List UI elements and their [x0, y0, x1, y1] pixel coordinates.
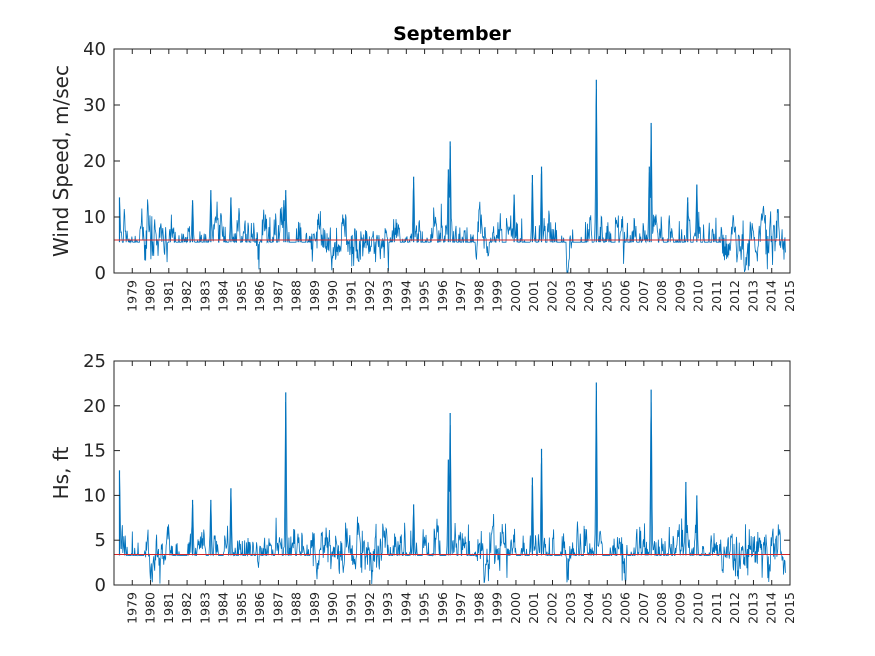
- x-tick-label: 1989: [307, 592, 322, 624]
- x-tick-label: 1983: [197, 280, 212, 312]
- x-tick-label: 2006: [618, 280, 633, 312]
- y-tick-label: 5: [95, 530, 106, 551]
- x-tick-label: 1983: [197, 592, 212, 624]
- x-tick-label: 2002: [544, 592, 559, 624]
- y-tick-label: 15: [83, 441, 106, 462]
- x-tick-label: 1984: [216, 280, 231, 312]
- x-tick-label: 1997: [453, 592, 468, 624]
- x-tick-label: 1994: [398, 592, 413, 624]
- y-tick-label: 0: [95, 263, 106, 284]
- x-tick-label: 2013: [745, 592, 760, 624]
- wave-height-y-axis-label: Hs, ft: [49, 446, 73, 499]
- chart-title: September: [393, 23, 511, 45]
- x-tick-label: 1980: [143, 592, 158, 624]
- x-tick-label: 1991: [344, 280, 359, 312]
- x-tick-label: 2003: [563, 280, 578, 312]
- x-tick-label: 2012: [727, 592, 742, 624]
- x-tick-label: 1996: [435, 592, 450, 624]
- x-tick-label: 2000: [508, 280, 523, 312]
- wave-height-y-ticks: 0 5 10 15 20 25: [83, 351, 790, 596]
- x-tick-label: 2014: [764, 592, 779, 624]
- x-tick-label: 1994: [398, 280, 413, 312]
- x-tick-label: 1987: [270, 592, 285, 624]
- x-tick-label: 2013: [745, 280, 760, 312]
- x-tick-label: 1990: [325, 592, 340, 624]
- y-tick-label: 40: [83, 39, 106, 60]
- y-tick-label: 20: [83, 151, 106, 172]
- x-tick-label: 1985: [234, 280, 249, 312]
- x-tick-label: 2010: [691, 592, 706, 624]
- x-tick-label: 1996: [435, 280, 450, 312]
- x-tick-label: 1999: [490, 280, 505, 312]
- x-tick-label: 1995: [417, 592, 432, 624]
- x-tick-label: 2004: [581, 280, 596, 312]
- x-tick-label: 1993: [380, 592, 395, 624]
- x-tick-label: 1981: [161, 280, 176, 312]
- x-tick-label: 1984: [216, 592, 231, 624]
- x-tick-label: 1981: [161, 592, 176, 624]
- x-tick-label: 2015: [782, 280, 797, 312]
- x-tick-label: 2010: [691, 280, 706, 312]
- x-tick-label: 1997: [453, 280, 468, 312]
- wave-height-x-ticks: 1979 1980 1981 1982 1983 1984 1985 1986 1987 1988…: [124, 361, 797, 624]
- wave-height-plot-area: [114, 382, 790, 585]
- x-tick-label: 1992: [362, 280, 377, 312]
- x-tick-label: 1982: [179, 280, 194, 312]
- x-tick-label: 1989: [307, 280, 322, 312]
- x-tick-label: 2015: [782, 592, 797, 624]
- x-tick-label: 2007: [636, 280, 651, 312]
- x-tick-label: 2006: [618, 592, 633, 624]
- x-tick-label: 1985: [234, 592, 249, 624]
- x-tick-label: 1979: [124, 592, 139, 624]
- x-tick-label: 1992: [362, 592, 377, 624]
- x-tick-label: 2009: [672, 280, 687, 312]
- x-tick-label: 1993: [380, 280, 395, 312]
- x-tick-label: 1982: [179, 592, 194, 624]
- x-tick-label: 2003: [563, 592, 578, 624]
- wind-speed-axes: September 0 10 20 30 40 1979 1980 1981 1982 1983…: [49, 23, 797, 312]
- x-tick-label: 2000: [508, 592, 523, 624]
- x-tick-label: 2004: [581, 592, 596, 624]
- x-tick-label: 1988: [289, 592, 304, 624]
- x-tick-label: 2009: [672, 592, 687, 624]
- x-tick-label: 2008: [654, 592, 669, 624]
- x-tick-label: 2005: [599, 280, 614, 312]
- x-tick-label: 2002: [544, 280, 559, 312]
- wind-speed-y-axis-label: Wind Speed, m/sec: [49, 65, 73, 257]
- y-tick-label: 30: [83, 95, 106, 116]
- x-tick-label: 1980: [143, 280, 158, 312]
- x-tick-label: 1986: [252, 592, 267, 624]
- x-tick-label: 1979: [124, 280, 139, 312]
- y-tick-label: 20: [83, 396, 106, 417]
- wave-height-axes-box: [113, 360, 791, 586]
- x-tick-label: 2011: [709, 280, 724, 312]
- x-tick-label: 2008: [654, 280, 669, 312]
- x-tick-label: 1986: [252, 280, 267, 312]
- x-tick-label: 1987: [270, 280, 285, 312]
- y-tick-label: 0: [95, 575, 106, 596]
- y-tick-label: 10: [83, 485, 106, 506]
- x-tick-label: 2014: [764, 280, 779, 312]
- wind-speed-x-ticks: 1979 1980 1981 1982 1983 1984 1985 1986 1987 1988…: [124, 49, 797, 312]
- x-tick-label: 2005: [599, 592, 614, 624]
- x-tick-label: 1995: [417, 280, 432, 312]
- x-tick-label: 2011: [709, 592, 724, 624]
- x-tick-label: 2007: [636, 592, 651, 624]
- x-tick-label: 1990: [325, 280, 340, 312]
- wind-speed-y-ticks: 0 10 20 30 40: [83, 39, 790, 284]
- y-tick-label: 10: [83, 207, 106, 228]
- x-tick-label: 1991: [344, 592, 359, 624]
- x-tick-label: 1999: [490, 592, 505, 624]
- x-tick-label: 2001: [526, 280, 541, 312]
- x-tick-label: 2012: [727, 280, 742, 312]
- wind-speed-plot-area: [114, 79, 790, 273]
- x-tick-label: 2001: [526, 592, 541, 624]
- x-tick-label: 1988: [289, 280, 304, 312]
- x-tick-label: 1998: [471, 280, 486, 312]
- x-tick-label: 1998: [471, 592, 486, 624]
- y-tick-label: 25: [83, 351, 106, 372]
